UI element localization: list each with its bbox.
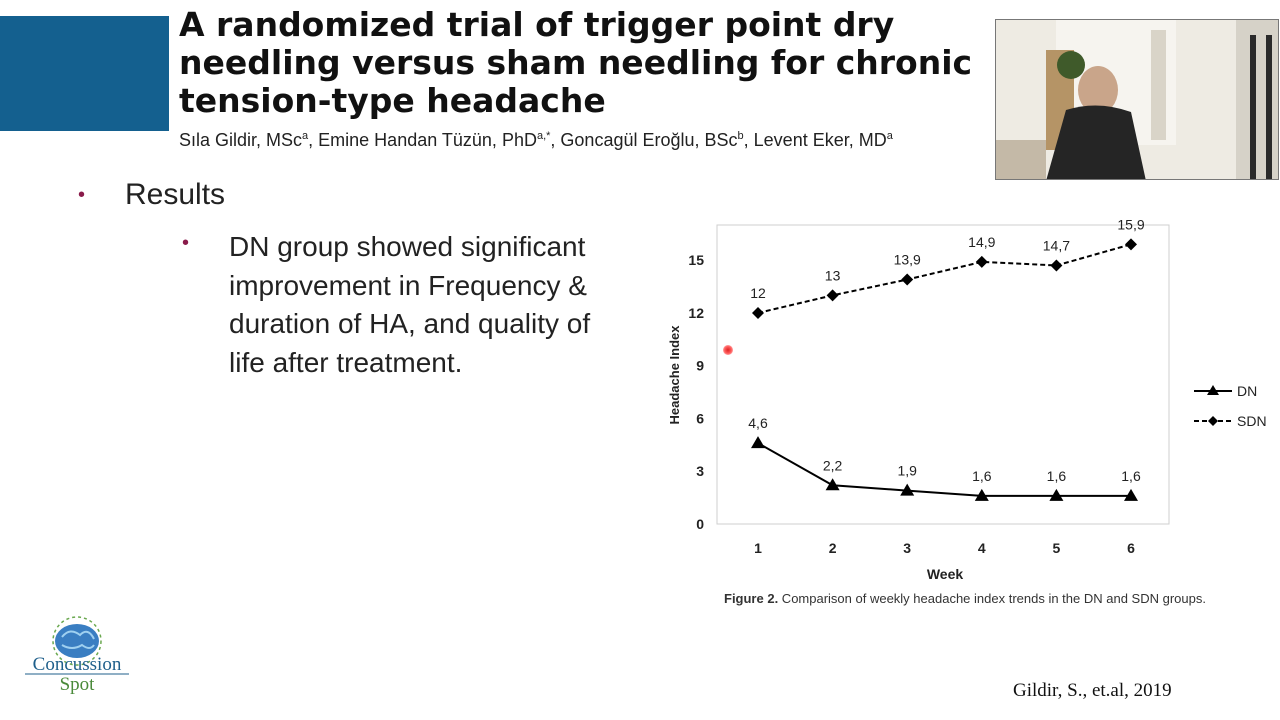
data-label-dn: 2,2: [823, 457, 843, 473]
legend-marker-dn: [1207, 385, 1219, 395]
data-point-sdn: [901, 273, 914, 286]
figure-caption: Figure 2. Comparison of weekly headache …: [724, 591, 1206, 606]
data-point-dn: [974, 488, 989, 501]
data-label-dn: 4,6: [748, 415, 768, 431]
data-point-sdn: [1125, 238, 1137, 251]
data-label-sdn: 14,7: [1043, 237, 1070, 253]
bullet-dot: •: [182, 232, 190, 254]
data-point-sdn: [975, 255, 988, 268]
concussion-spot-logo: Concussion Spot: [22, 615, 132, 700]
plot-frame: [716, 224, 1170, 525]
y-tick-label: 6: [696, 410, 704, 426]
data-point-dn: [900, 483, 915, 496]
data-point-dn: [1124, 488, 1138, 501]
figure-label: Figure 2.: [724, 591, 779, 606]
y-tick-label: 9: [696, 358, 704, 374]
data-label-sdn: 13: [825, 267, 841, 283]
author-4-affiliation: a: [886, 130, 893, 142]
x-tick-label: 2: [829, 540, 837, 556]
x-axis-label: Week: [927, 566, 964, 582]
accent-bar: [0, 16, 169, 131]
data-point-dn: [751, 436, 765, 449]
data-point-sdn: [1050, 259, 1063, 272]
author-1-affiliation: a: [302, 130, 309, 142]
x-tick-label: 6: [1127, 540, 1135, 556]
y-tick-label: 3: [696, 463, 704, 479]
data-label-sdn: 14,9: [968, 234, 995, 250]
legend-label-sdn: SDN: [1237, 413, 1267, 429]
data-point-sdn: [826, 289, 839, 302]
y-axis-label: Headache Index: [667, 325, 682, 425]
brain-logo-icon: Concussion Spot: [25, 616, 129, 695]
y-tick-label: 0: [696, 516, 704, 532]
data-point-sdn: [752, 306, 764, 319]
laser-pointer: [723, 345, 733, 355]
author-list: Sıla Gildir, MSca, Emine Handan Tüzün, P…: [179, 130, 893, 151]
y-tick-label: 15: [688, 252, 704, 268]
data-point-dn: [1049, 488, 1064, 501]
x-tick-label: 3: [903, 540, 911, 556]
data-label-sdn: 12: [750, 285, 766, 301]
bullet-dot: •: [78, 184, 86, 206]
data-label-sdn: 15,9: [1117, 216, 1144, 232]
data-label-dn: 1,6: [1047, 468, 1067, 484]
legend-marker-sdn: [1208, 416, 1218, 426]
x-tick-label: 5: [1053, 540, 1061, 556]
data-point-dn: [825, 478, 840, 491]
headache-index-chart: 0 3 6 9 12 15 1 2 3 4 5 6 Week Headache Index 4,6 2,2 1,…: [660, 205, 1280, 625]
author-3: , Goncagül Eroğlu, BSc: [550, 130, 738, 150]
logo-text-top: Concussion: [33, 654, 122, 675]
author-4: , Levent Eker, MD: [743, 130, 887, 150]
series-line-dn: [757, 442, 1131, 497]
dn-result-text: DN group showed significant improvement …: [229, 231, 591, 378]
presenter-webcam[interactable]: [995, 19, 1279, 180]
slide-title: A randomized trial of trigger point dry …: [179, 5, 973, 120]
data-label-dn: 1,9: [897, 463, 917, 479]
x-tick-label: 1: [754, 540, 762, 556]
author-3-affiliation: b: [737, 130, 744, 142]
series-line-sdn: [757, 243, 1132, 314]
author-1: Sıla Gildir, MSc: [179, 130, 303, 150]
data-label-sdn: 13,9: [894, 252, 921, 268]
logo-text-bottom: Spot: [60, 674, 96, 695]
author-2-affiliation: a,*: [536, 130, 551, 142]
citation: Gildir, S., et.al, 2019: [1013, 680, 1172, 701]
results-heading: Results: [125, 178, 226, 211]
presenter-video-image: [996, 20, 1278, 179]
author-2: , Emine Handan Tüzün, PhD: [308, 130, 537, 150]
legend-label-dn: DN: [1237, 383, 1257, 399]
data-label-dn: 1,6: [972, 468, 992, 484]
y-tick-label: 12: [688, 305, 704, 321]
data-label-dn: 1,6: [1121, 468, 1141, 484]
x-tick-label: 4: [978, 540, 986, 556]
figure-caption-text: Comparison of weekly headache index tren…: [778, 591, 1206, 606]
